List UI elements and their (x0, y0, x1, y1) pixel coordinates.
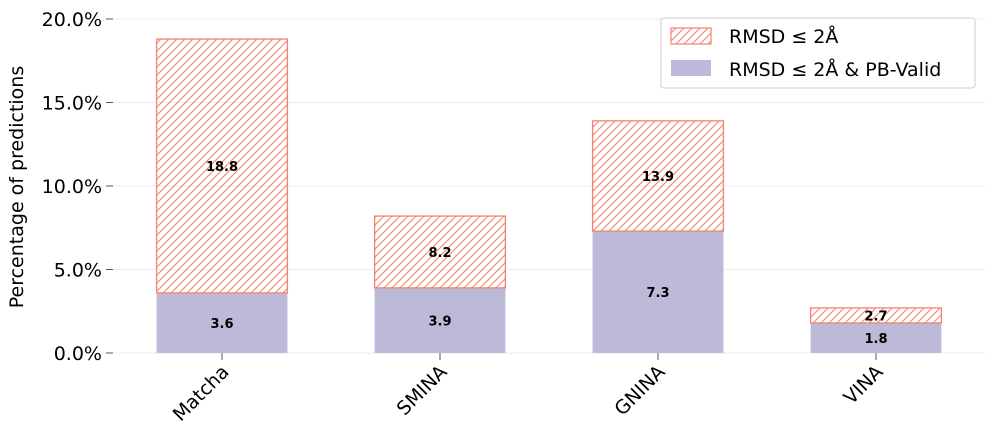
bar-pb-valid (156, 292, 288, 353)
legend-swatch-filled (671, 60, 711, 76)
bar-label-rmsd: 8.2 (428, 246, 451, 261)
y-tick-label: 20.0% (42, 9, 102, 31)
legend-label-rmsd: RMSD ≤ 2Å (729, 25, 838, 48)
bar-label-pb-valid: 3.6 (210, 317, 233, 332)
x-tick-label: Matcha (169, 361, 234, 426)
legend-swatch-hatched (670, 27, 712, 45)
bar-rmsd (591, 120, 725, 232)
bar-pb-valid (592, 231, 724, 353)
x-tick-label: SMINA (393, 361, 452, 420)
bar-label-pb-valid: 1.8 (864, 332, 887, 347)
y-tick-label: 10.0% (42, 176, 102, 198)
x-axis: Matcha SMINA GNINA VINA (169, 353, 888, 426)
bar-pb-valid (374, 287, 506, 353)
legend: RMSD ≤ 2Å RMSD ≤ 2Å & PB-Valid (660, 17, 976, 89)
y-axis: 0.0% 5.0% 10.0% 15.0% 20.0% (42, 9, 113, 365)
bar-label-pb-valid: 3.9 (428, 314, 451, 329)
y-tick-label: 5.0% (54, 260, 102, 282)
bar-rmsd (809, 307, 943, 324)
bar-label-rmsd: 18.8 (206, 160, 238, 175)
x-tick-label: GNINA (610, 361, 669, 420)
bar-label-rmsd: 13.9 (642, 170, 674, 185)
y-axis-title: Percentage of predictions (6, 66, 28, 309)
y-tick-label: 15.0% (42, 93, 102, 115)
bar-label-rmsd: 2.7 (864, 309, 887, 324)
y-tick-label: 0.0% (54, 343, 102, 365)
bar-pb-valid (810, 322, 942, 353)
bar-label-pb-valid: 7.3 (646, 286, 669, 301)
legend-frame (660, 17, 976, 89)
legend-label-rmsd-pb-valid: RMSD ≤ 2Å & PB-Valid (729, 58, 941, 81)
bars: 18.8 3.6 8.2 3.9 13.9 7.3 2.7 1.8 (155, 38, 943, 353)
bar-rmsd (155, 38, 289, 294)
bar-rmsd (373, 215, 507, 289)
x-tick-label: VINA (840, 361, 888, 409)
